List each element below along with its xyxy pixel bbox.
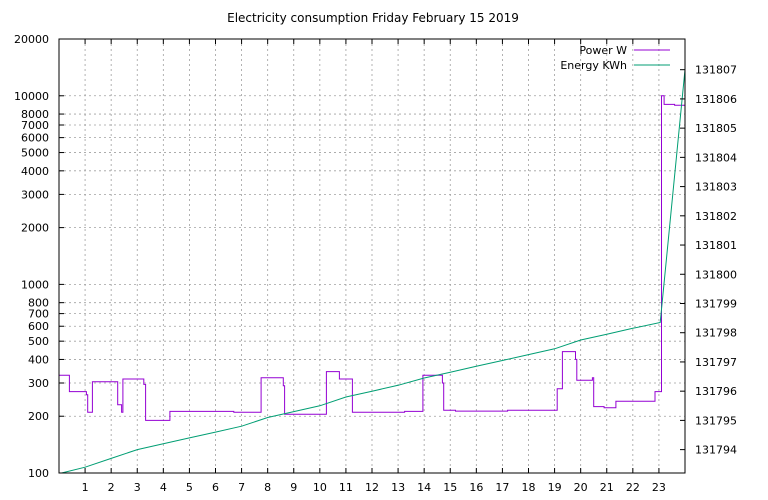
x-tick-label: 2 [108,481,115,494]
x-tick-label: 19 [548,481,562,494]
y-right-tick-label: 131805 [695,122,737,135]
x-tick-label: 7 [238,481,245,494]
y-left-tick-label: 5000 [21,147,49,160]
x-tick-label: 17 [495,481,509,494]
x-tick-label: 23 [652,481,666,494]
y-left-tick-label: 20000 [14,33,49,46]
y-right-tick-label: 131799 [695,297,737,310]
y-right-tick-label: 131803 [695,181,737,194]
y-right-tick-label: 131797 [695,356,737,369]
x-tick-label: 6 [212,481,219,494]
x-tick-label: 9 [290,481,297,494]
y-left-tick-label: 4000 [21,165,49,178]
grid [59,38,685,474]
y-right-tick-label: 131800 [695,268,737,281]
y-left-tick-label: 400 [28,353,49,366]
x-tick-label: 3 [134,481,141,494]
y-right-tick-label: 131807 [695,64,737,77]
x-tick-label: 12 [365,481,379,494]
x-axis: 1 2 3 4 5 6 7 8 9 10 11 12 13 14 15 16 17 18 19 20 21 22 23 [82,39,666,494]
y-right-tick-label: 131801 [695,239,737,252]
legend: Power W Energy KWh [560,44,670,72]
x-tick-label: 20 [574,481,588,494]
y-right-tick-label: 131802 [695,210,737,223]
x-tick-label: 15 [443,481,457,494]
series-line-power-w [59,95,685,421]
y-left-tick-label: 600 [28,320,49,333]
y-left-tick-label: 500 [28,335,49,348]
y-left-tick-label: 8000 [21,108,49,121]
x-tick-label: 14 [417,481,431,494]
y-right-tick-label: 131804 [695,151,737,164]
x-tick-label: 11 [339,481,353,494]
y-left-tick-label: 3000 [21,188,49,201]
y-left-tick-label: 2000 [21,222,49,235]
legend-label: Power W [579,44,627,57]
series-line-energy-kwh [61,69,686,474]
series-layer [59,69,686,474]
x-tick-label: 18 [522,481,536,494]
x-tick-label: 10 [313,481,327,494]
x-tick-label: 22 [626,481,640,494]
x-tick-label: 8 [264,481,271,494]
x-tick-label: 4 [160,481,167,494]
y-axis-right: 131794 131795 131796 131797 131798 131799 1318… [680,64,737,457]
y-right-tick-label: 131798 [695,327,737,340]
y-left-tick-label: 1000 [21,278,49,291]
x-tick-label: 16 [469,481,483,494]
y-right-tick-label: 131796 [695,385,737,398]
y-left-tick-label: 6000 [21,132,49,145]
legend-label: Energy KWh [560,59,627,72]
x-tick-label: 5 [186,481,193,494]
y-right-tick-label: 131794 [695,444,737,457]
y-right-tick-label: 131806 [695,93,737,106]
x-tick-label: 21 [600,481,614,494]
y-left-tick-label: 100 [28,467,49,480]
y-left-tick-label: 700 [28,308,49,321]
y-right-tick-label: 131795 [695,414,737,427]
y-left-tick-label: 10000 [14,90,49,103]
y-left-tick-label: 300 [28,377,49,390]
y-left-tick-label: 7000 [21,119,49,132]
y-left-tick-label: 800 [28,297,49,310]
chart-title: Electricity consumption Friday February … [227,11,519,25]
y-left-tick-label: 200 [28,410,49,423]
x-tick-label: 13 [391,481,405,494]
x-tick-label: 1 [82,481,89,494]
